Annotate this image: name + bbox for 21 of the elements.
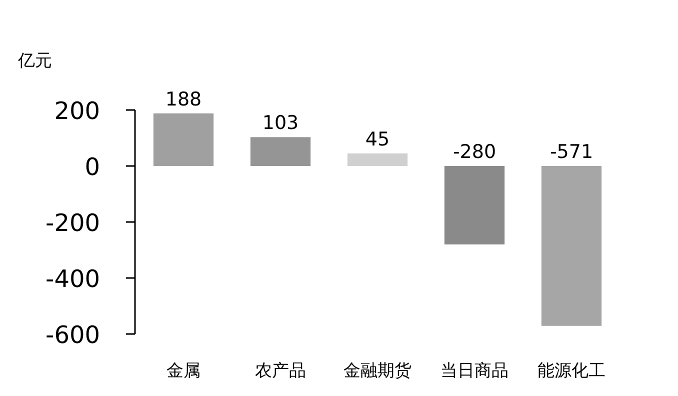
- bar: [347, 153, 408, 166]
- data-label: 188: [165, 88, 202, 110]
- x-tick-label: 金融期货: [344, 361, 412, 381]
- data-label: -571: [550, 141, 594, 163]
- x-tick-label: 当日商品: [440, 361, 508, 381]
- x-tick-label: 金属: [166, 361, 200, 381]
- x-tick-label: 农产品: [255, 361, 306, 381]
- data-label: -280: [452, 141, 496, 163]
- y-tick-label: -200: [46, 209, 100, 237]
- data-label: 103: [262, 112, 299, 134]
- data-label: 45: [365, 128, 390, 150]
- x-tick-label: 能源化工: [538, 361, 606, 381]
- bar: [153, 113, 214, 166]
- y-tick-label: -400: [46, 265, 100, 293]
- y-axis-title: 亿元: [17, 51, 52, 71]
- y-tick-label: -600: [46, 321, 100, 349]
- y-tick-label: 200: [54, 97, 100, 125]
- y-tick-label: 0: [84, 153, 100, 181]
- bar: [250, 137, 311, 166]
- bar: [444, 166, 505, 244]
- bar: [541, 166, 602, 326]
